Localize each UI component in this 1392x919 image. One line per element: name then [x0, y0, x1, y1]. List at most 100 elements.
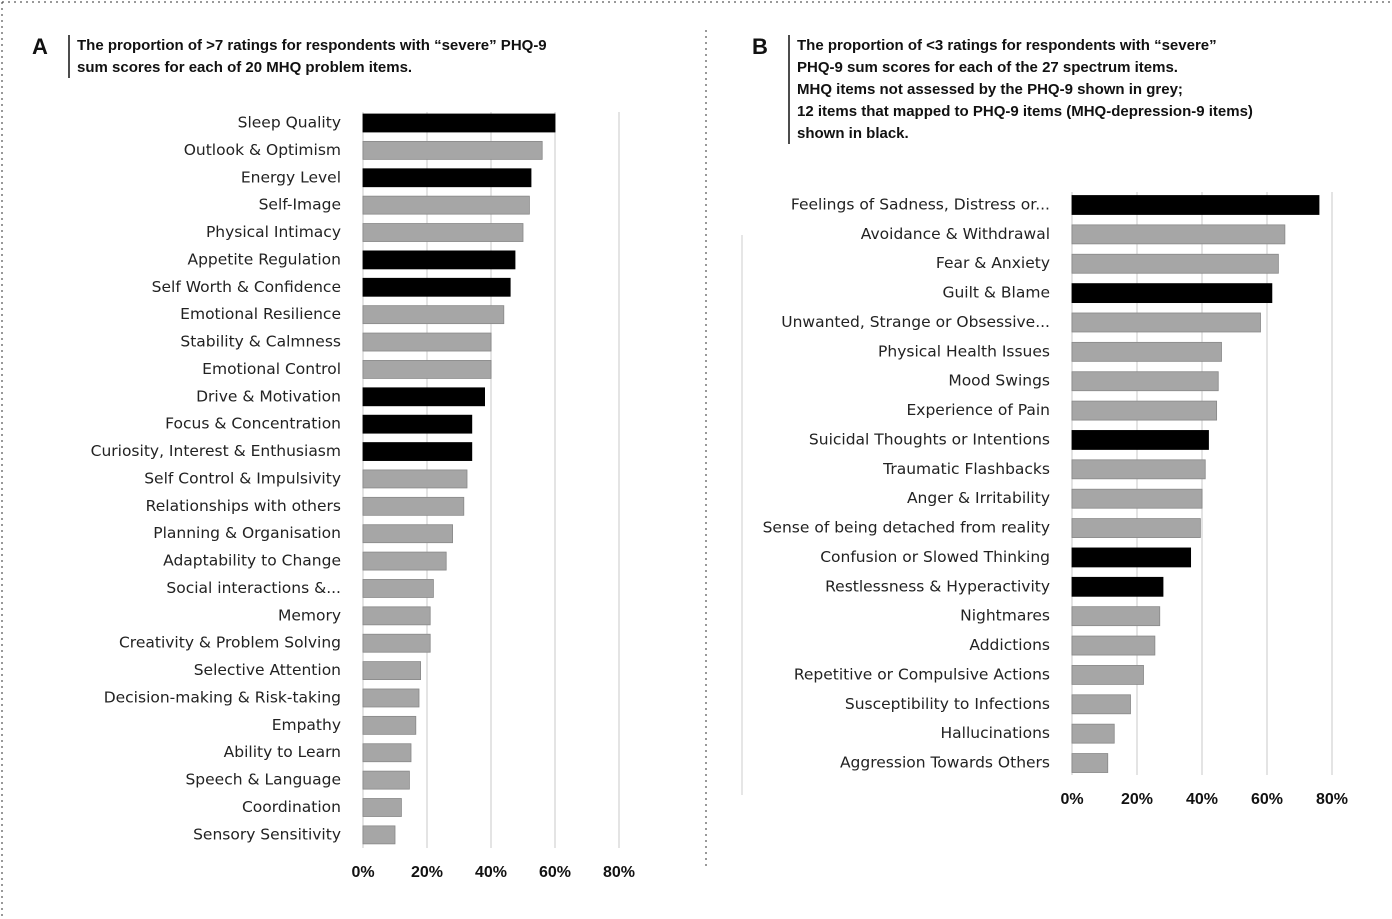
- bar: [1071, 576, 1164, 597]
- bar: [362, 661, 421, 680]
- y-tick-label: Nightmares: [960, 607, 1050, 625]
- bar: [362, 798, 402, 817]
- x-tick-label: 80%: [603, 864, 635, 881]
- bar: [362, 360, 492, 379]
- bar: [362, 606, 431, 626]
- y-tick-label: Empathy: [272, 716, 341, 734]
- bar: [1071, 371, 1219, 392]
- x-tick-label: 40%: [475, 864, 507, 881]
- y-tick-label: Emotional Resilience: [180, 305, 341, 323]
- y-tick-label: Restlessness & Hyperactivity: [825, 577, 1050, 595]
- bar: [362, 551, 447, 571]
- bar: [1071, 635, 1156, 656]
- bar: [1071, 518, 1201, 538]
- bar: [1071, 753, 1109, 773]
- bar: [362, 195, 530, 215]
- y-tick-label: Self-Image: [259, 196, 341, 214]
- x-tick-label: 60%: [539, 864, 571, 881]
- y-tick-label: Unwanted, Strange or Obsessive...: [781, 313, 1050, 331]
- y-tick-label: Avoidance & Withdrawal: [861, 225, 1050, 243]
- bar: [362, 770, 410, 790]
- bar: [1071, 459, 1206, 480]
- bar: [362, 223, 524, 242]
- y-tick-label: Outlook & Optimism: [184, 141, 341, 159]
- y-tick-label: Susceptibility to Infections: [845, 695, 1050, 713]
- caption-line: MHQ items not assessed by the PHQ-9 show…: [797, 81, 1183, 98]
- bar: [362, 688, 420, 708]
- bar: [362, 140, 543, 160]
- y-tick-label: Hallucinations: [940, 724, 1050, 742]
- caption-line: PHQ-9 sum scores for each of the 27 spec…: [797, 59, 1178, 76]
- caption-line: The proportion of >7 ratings for respond…: [77, 37, 547, 54]
- caption-line: sum scores for each of 20 MHQ problem it…: [77, 59, 412, 76]
- bar: [362, 633, 431, 653]
- bar: [362, 579, 434, 598]
- bar: [1071, 694, 1131, 715]
- x-tick-label: 20%: [1121, 791, 1153, 808]
- y-tick-label: Traumatic Flashbacks: [882, 460, 1050, 478]
- y-tick-label: Social interactions &...: [166, 579, 341, 597]
- bar: [362, 277, 511, 297]
- bar: [362, 250, 516, 270]
- y-tick-label: Sleep Quality: [238, 114, 341, 132]
- y-tick-label: Curiosity, Interest & Enthusiasm: [91, 442, 341, 460]
- y-tick-label: Guilt & Blame: [942, 284, 1050, 302]
- bar: [362, 442, 473, 461]
- bar: [362, 414, 473, 434]
- x-tick-label: 20%: [411, 864, 443, 881]
- y-tick-label: Aggression Towards Others: [840, 754, 1050, 772]
- bar: [1071, 430, 1209, 450]
- y-tick-label: Mood Swings: [948, 372, 1050, 390]
- y-tick-label: Confusion or Slowed Thinking: [820, 548, 1050, 566]
- bar: [362, 113, 556, 133]
- y-tick-label: Planning & Organisation: [153, 524, 341, 542]
- y-tick-label: Fear & Anxiety: [936, 254, 1050, 272]
- bar: [1071, 723, 1115, 744]
- y-tick-label: Coordination: [242, 798, 341, 816]
- y-tick-label: Appetite Regulation: [187, 250, 341, 268]
- panel-label: A: [32, 34, 48, 59]
- caption-line: shown in black.: [797, 125, 909, 142]
- bar: [362, 825, 396, 845]
- y-tick-label: Focus & Concentration: [165, 415, 341, 433]
- bar: [1071, 606, 1161, 627]
- x-tick-label: 0%: [1060, 791, 1083, 808]
- y-tick-label: Adaptability to Change: [163, 552, 341, 570]
- bar: [1071, 195, 1320, 215]
- bar: [1071, 283, 1273, 304]
- bar: [362, 496, 465, 516]
- bar: [362, 168, 532, 188]
- y-tick-label: Anger & Irritability: [907, 489, 1050, 507]
- bar: [1071, 312, 1261, 333]
- y-tick-label: Sensory Sensitivity: [193, 825, 341, 843]
- y-tick-label: Self Worth & Confidence: [152, 278, 341, 296]
- y-tick-label: Memory: [278, 606, 341, 624]
- caption-line: 12 items that mapped to PHQ-9 items (MHQ…: [797, 103, 1253, 120]
- y-tick-label: Addictions: [969, 636, 1050, 654]
- y-tick-label: Sense of being detached from reality: [763, 519, 1050, 537]
- bar: [362, 469, 468, 489]
- y-tick-label: Relationships with others: [146, 497, 341, 515]
- x-tick-label: 60%: [1251, 791, 1283, 808]
- bar: [362, 743, 412, 763]
- bar: [1071, 341, 1222, 362]
- y-tick-label: Emotional Control: [202, 360, 341, 378]
- y-tick-label: Feelings of Sadness, Distress or...: [791, 196, 1050, 214]
- y-tick-label: Selective Attention: [194, 661, 341, 679]
- bar: [1071, 665, 1144, 685]
- y-tick-label: Drive & Motivation: [196, 387, 341, 405]
- bar: [362, 332, 492, 352]
- bar: [1071, 400, 1218, 421]
- y-tick-label: Experience of Pain: [906, 401, 1050, 419]
- bar: [1071, 253, 1279, 274]
- y-tick-label: Ability to Learn: [224, 743, 341, 761]
- x-tick-label: 40%: [1186, 791, 1218, 808]
- bar: [362, 524, 453, 544]
- caption-line: The proportion of <3 ratings for respond…: [797, 37, 1217, 54]
- bar: [1071, 547, 1192, 568]
- bar: [362, 715, 417, 735]
- y-tick-label: Suicidal Thoughts or Intentions: [809, 430, 1050, 448]
- bar: [362, 387, 485, 407]
- y-tick-label: Physical Intimacy: [206, 223, 341, 241]
